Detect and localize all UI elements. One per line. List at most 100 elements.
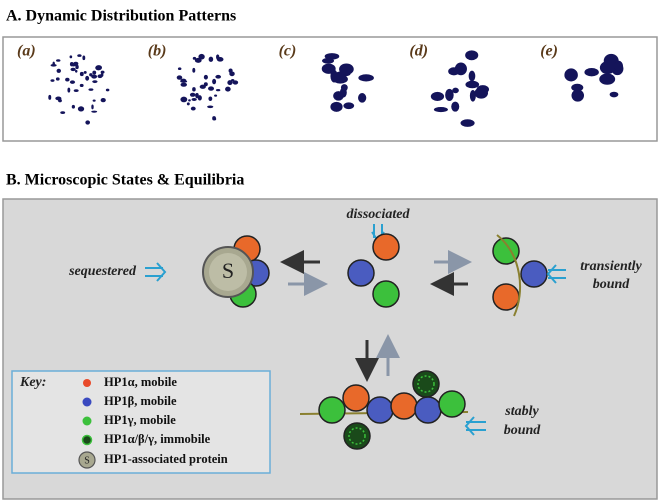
key-item: HP1-associated protein: [104, 452, 228, 466]
nuclear-spot: [78, 106, 84, 111]
label-line: transiently: [580, 259, 642, 274]
nuclear-spot: [192, 87, 196, 91]
nuclear-spot: [80, 84, 84, 87]
panel-label: (d): [409, 43, 428, 60]
nuclear-spot: [177, 75, 183, 79]
protein-symbol: S: [222, 258, 234, 283]
nuclear-spot: [225, 87, 231, 92]
nuclear-spot: [95, 65, 101, 70]
nuclear-spot: [180, 97, 187, 103]
nuclear-spot: [229, 68, 233, 73]
nuclear-spot: [84, 71, 87, 74]
key-item: HP1α, mobile: [104, 375, 177, 389]
nuclear-spot: [343, 102, 354, 109]
nuclear-spot: [214, 95, 217, 97]
nuclear-spot: [91, 104, 93, 109]
nuclear-spot: [91, 111, 97, 113]
nuclear-spot: [101, 71, 105, 74]
nuclear-spot: [180, 80, 187, 82]
nuclear-spot: [192, 68, 195, 73]
nuclear-spot: [190, 93, 196, 97]
nuclear-spot: [434, 107, 448, 112]
nuclear-spot: [212, 116, 216, 120]
nuclear-spot: [70, 55, 73, 58]
nuclear-spot: [181, 83, 187, 87]
nuclear-spot: [451, 102, 459, 112]
section-a-title: A. Dynamic Distribution Patterns: [6, 8, 236, 25]
nuclear-spot: [72, 105, 75, 109]
nuclear-spot: [474, 88, 488, 99]
nuclear-spot: [564, 68, 577, 81]
nuclear-spot: [445, 89, 454, 101]
key-swatch: [83, 436, 92, 445]
nuclear-spot: [89, 73, 92, 76]
nuclear-spot: [85, 120, 90, 124]
nuclear-spot: [614, 61, 623, 71]
nuclear-spot: [325, 53, 340, 60]
key-symbol: S: [84, 455, 90, 466]
key-swatch: [83, 398, 92, 407]
nuclear-spot: [469, 71, 476, 82]
nuclear-spot: [358, 74, 374, 81]
nuclear-spot: [50, 79, 54, 82]
section-b-title: B. Microscopic States & Equilibria: [6, 172, 244, 189]
nuclear-spot: [67, 88, 70, 93]
nuclear-spot: [227, 80, 232, 85]
nuclear-spot: [571, 84, 583, 92]
nuclear-spot: [188, 99, 191, 101]
nuclear-spot: [60, 111, 65, 114]
nuclear-spot: [75, 65, 78, 69]
nuclear-spot: [75, 70, 77, 73]
nuclear-spot: [340, 88, 347, 98]
nuclear-spot: [57, 69, 61, 73]
label-line: bound: [593, 277, 631, 292]
nuclear-spot: [93, 100, 96, 102]
nuclear-spot: [92, 80, 97, 83]
nuclear-spot: [92, 71, 96, 75]
key-title: Key:: [19, 375, 46, 390]
nuclear-spot: [600, 61, 615, 74]
nuclear-spot: [71, 64, 76, 67]
nuclear-spot: [56, 77, 60, 80]
nuclear-spot: [70, 68, 75, 71]
nuclear-spot: [610, 92, 619, 98]
nuclear-spot: [208, 86, 214, 90]
nuclear-spot: [193, 57, 196, 60]
nuclear-spot: [431, 92, 444, 101]
state-label: sequestered: [68, 264, 137, 279]
nuclear-spot: [192, 98, 197, 101]
panel-label: (e): [540, 43, 558, 60]
nuclear-spot: [209, 57, 214, 62]
nuclear-spot: [339, 63, 354, 74]
nuclear-spot: [70, 80, 75, 83]
nuclear-spot: [82, 56, 85, 61]
nuclear-spot: [56, 59, 60, 62]
key-swatch: [83, 417, 92, 426]
key-item: HP1γ, mobile: [104, 413, 176, 427]
panel-label: (b): [148, 43, 167, 60]
nuclear-spot: [448, 67, 459, 75]
nuclear-spot: [85, 76, 89, 81]
nuclear-spot: [465, 81, 479, 89]
panel-label: (a): [17, 43, 36, 60]
state-label: dissociated: [347, 207, 411, 222]
nuclear-spot: [191, 107, 196, 111]
nuclear-spot: [101, 98, 106, 102]
nuclear-spot: [58, 99, 62, 102]
nuclear-spot: [208, 97, 212, 101]
nuclear-spot: [51, 64, 57, 67]
panel-box: [3, 37, 657, 141]
key-swatch: [83, 379, 91, 387]
nuclear-spot: [198, 95, 202, 100]
nuclear-spot: [358, 93, 366, 103]
key-item: HP1β, mobile: [104, 394, 177, 408]
nuclear-spot: [200, 85, 206, 89]
figure: A. Dynamic Distribution Patterns (a) (b) (…: [0, 0, 660, 500]
nuclear-spot: [204, 75, 208, 80]
nuclear-spot: [48, 95, 51, 100]
nuclear-spot: [77, 54, 81, 57]
nuclear-spot: [330, 70, 337, 83]
nuclear-spot: [599, 73, 615, 84]
panel-label: (c): [279, 43, 297, 60]
nuclear-spot: [461, 119, 475, 127]
